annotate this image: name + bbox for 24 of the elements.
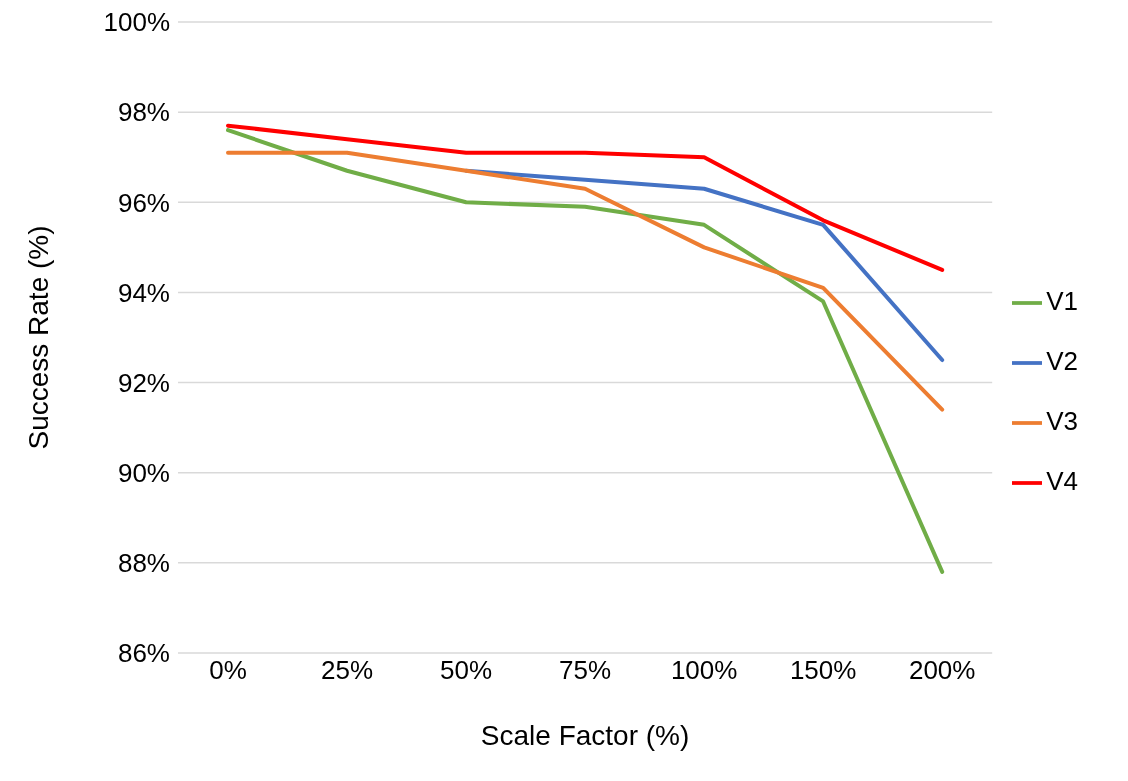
line-series xyxy=(226,123,945,272)
line-series xyxy=(226,150,945,412)
x-tick-label: 100% xyxy=(670,655,738,686)
x-tick-label: 150% xyxy=(789,655,857,686)
y-tick-label: 94% xyxy=(117,277,170,308)
y-tick-label: 92% xyxy=(117,367,170,398)
y-axis-title: Success Rate (%) xyxy=(22,225,54,450)
x-tick-label: 25% xyxy=(321,655,374,686)
y-tick-label: 100% xyxy=(103,7,170,38)
y-tick-label: 96% xyxy=(117,187,170,218)
line-series xyxy=(226,128,945,574)
legend-label: V3 xyxy=(1046,405,1078,436)
x-tick-label: 0% xyxy=(209,655,247,686)
legend-label: V1 xyxy=(1046,285,1078,316)
x-axis-title: Scale Factor (%) xyxy=(480,720,690,751)
y-tick-label: 86% xyxy=(117,638,170,669)
x-tick-label: 50% xyxy=(440,655,493,686)
legend-label: V4 xyxy=(1046,465,1078,496)
legend-label: V2 xyxy=(1046,345,1078,376)
y-tick-label: 88% xyxy=(117,548,170,579)
x-tick-label: 75% xyxy=(559,655,612,686)
y-tick-label: 98% xyxy=(117,97,170,128)
x-tick-label: 200% xyxy=(908,655,976,686)
y-tick-label: 90% xyxy=(117,457,170,488)
